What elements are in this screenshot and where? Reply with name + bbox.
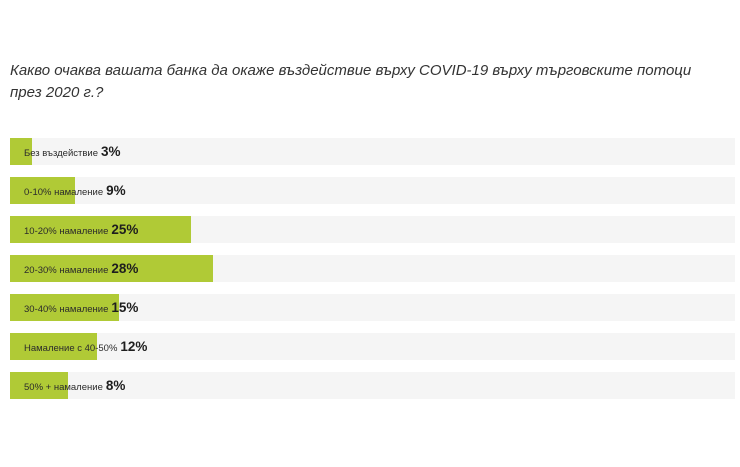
bar: [10, 177, 76, 204]
bar: [10, 255, 213, 282]
category-label: 10-20% намаление: [24, 226, 109, 237]
category-label: 20-30% намаление: [24, 265, 109, 276]
bar-row: 10-20% намаление 25%: [10, 216, 735, 243]
value-label: 9%: [106, 183, 126, 198]
bar: [10, 333, 97, 360]
category-label: 30-40% намаление: [24, 304, 109, 315]
category-label: 50% + намаление: [24, 382, 103, 393]
bar-row: 0-10% намаление 9%: [10, 177, 735, 204]
bar-row: 30-40% намаление 15%: [10, 294, 735, 321]
bar-row: Без въздействие 3%: [10, 138, 735, 165]
bar: [10, 216, 192, 243]
bar-rows: Без въздействие 3% 0-10% намаление 9% 10-20%…: [10, 138, 735, 411]
bar-label: Намаление с 40-50% 12%: [24, 333, 147, 360]
bar-row: 50% + намаление 8%: [10, 372, 735, 399]
category-label: Намаление с 40-50%: [24, 343, 118, 354]
value-label: 8%: [105, 378, 126, 393]
value-label: 15%: [111, 300, 139, 315]
value-label: 28%: [111, 261, 139, 276]
bar-label: 20-30% намаление 28%: [24, 255, 138, 282]
chart-title: Какво очаква вашата банка да окаже възде…: [10, 62, 692, 101]
bar: [10, 138, 32, 165]
bar: [10, 372, 68, 399]
bar-row: 20-30% намаление 28%: [10, 255, 735, 282]
value-label: 25%: [111, 222, 139, 237]
bar-label: 50% + намаление 8%: [24, 372, 125, 399]
bar-label: 30-40% намаление 15%: [24, 294, 138, 321]
bar-label: 10-20% намаление 25%: [24, 216, 138, 243]
category-label: 0-10% намаление: [24, 187, 104, 198]
bar-label: 0-10% намаление 9%: [24, 177, 126, 204]
bar-row: Намаление с 40-50% 12%: [10, 333, 735, 360]
bar: [10, 294, 119, 321]
category-label: Без въздействие: [24, 148, 98, 159]
bar-label: Без въздействие 3%: [24, 138, 121, 165]
value-label: 12%: [120, 339, 148, 354]
value-label: 3%: [101, 144, 121, 159]
